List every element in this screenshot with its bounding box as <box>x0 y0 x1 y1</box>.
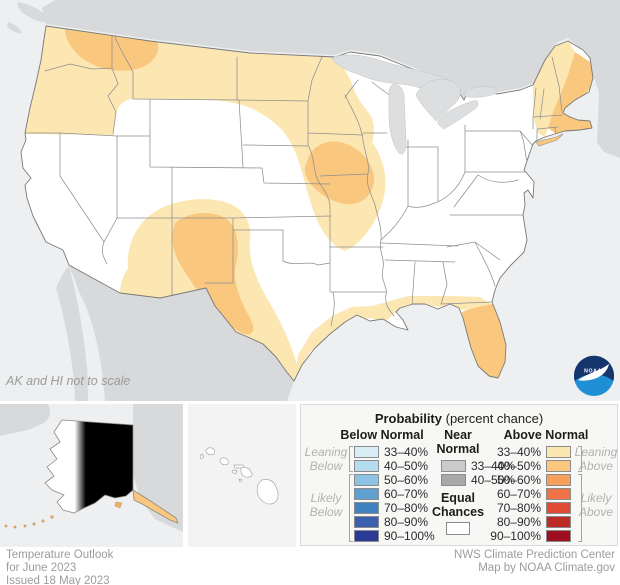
legend-swatch <box>546 474 571 486</box>
legend-swatch <box>546 488 571 500</box>
hawaii-inset <box>188 404 296 547</box>
probability-legend: Probability (percent chance) Below Norma… <box>300 404 618 546</box>
legend-leaning-above-label: Leaning Above <box>574 445 618 473</box>
alaska-mainland <box>44 419 134 514</box>
legend-swatch <box>354 530 379 542</box>
footer-credit-block: NWS Climate Prediction Center Map by NOA… <box>453 549 615 574</box>
legend-swatch <box>354 516 379 528</box>
legend-equal-chances: Equal Chances <box>418 491 498 540</box>
legend-below-rows: 33–40% 40–50% 50–60% 60–70% 70–80% 80–90% 90–1… <box>354 445 435 543</box>
legend-above-rows: 33–40% 40–50% 50–60% 60–70% 70–80% 80–90% 90–1… <box>486 445 571 543</box>
legend-row-label: 70–80% <box>496 501 541 515</box>
legend-row: 40–50% <box>441 473 515 487</box>
bracket-likely-below <box>349 474 353 542</box>
bracket-likely-above <box>578 474 582 542</box>
bracket-leaning-above <box>578 446 582 472</box>
legend-row: 80–90% <box>486 515 571 529</box>
us-outlook-map: NOAA AK and HI not to scale <box>0 0 620 401</box>
legend-header-near: Near Normal <box>436 428 480 456</box>
legend-row: 60–70% <box>354 487 435 501</box>
legend-row: 70–80% <box>354 501 435 515</box>
legend-title: Probability (percent chance) <box>301 411 617 426</box>
us-outline <box>20 25 594 382</box>
legend-row-label: 40–50% <box>496 459 541 473</box>
noaa-logo: NOAA <box>574 355 614 396</box>
legend-swatch <box>441 460 466 472</box>
long-island <box>535 133 564 147</box>
footer-title-block: Temperature Outlook for June 2023 Issued… <box>6 549 114 585</box>
legend-swatch <box>354 460 379 472</box>
legend-likely-below-label: Likely Below <box>309 491 343 519</box>
legend-row-label: 50–60% <box>496 473 541 487</box>
bracket-leaning-below <box>349 446 353 472</box>
legend-row: 70–80% <box>486 501 571 515</box>
legend-row-label: 90–100% <box>490 529 541 543</box>
canada-landmass <box>42 0 620 158</box>
legend-swatch <box>546 460 571 472</box>
conus-map-svg: NOAA <box>0 0 620 401</box>
legend-row: 40–50% <box>354 459 435 473</box>
legend-row-label: 40–50% <box>384 459 429 473</box>
legend-header-above: Above Normal <box>503 428 589 442</box>
legend-row-label: 90–100% <box>384 529 435 543</box>
legend-swatch <box>354 474 379 486</box>
legend-row: 33–40% <box>354 445 435 459</box>
footer: Temperature Outlook for June 2023 Issued… <box>0 547 620 585</box>
legend-row: 50–60% <box>354 473 435 487</box>
legend-title-rest: (percent chance) <box>442 411 544 426</box>
legend-swatch <box>441 474 466 486</box>
legend-near-rows: 33–40% 40–50% <box>441 459 515 487</box>
equal-chances-swatch <box>446 522 470 535</box>
ak-hi-scale-note: AK and HI not to scale <box>6 374 131 388</box>
legend-row: 80–90% <box>354 515 435 529</box>
legend-swatch <box>546 516 571 528</box>
legend-row-label: 80–90% <box>496 515 541 529</box>
legend-row-label: 60–70% <box>496 487 541 501</box>
great-lakes <box>331 54 497 155</box>
legend-row-label: 33–40% <box>384 445 429 459</box>
legend-leaning-below-label: Leaning Below <box>304 445 348 473</box>
legend-row-label: 40–50% <box>471 473 516 487</box>
legend-row: 33–40% <box>441 459 515 473</box>
legend-row: 50–60% <box>486 473 571 487</box>
legend-row: 90–100% <box>354 529 435 543</box>
legend-row: 33–40% <box>486 445 571 459</box>
legend-header-below: Below Normal <box>340 428 424 442</box>
legend-row-label: 80–90% <box>384 515 429 529</box>
legend-row-label: 70–80% <box>384 501 429 515</box>
legend-row-label: 50–60% <box>384 473 429 487</box>
legend-row: 60–70% <box>486 487 571 501</box>
legend-swatch <box>546 530 571 542</box>
legend-row-label: 60–70% <box>384 487 429 501</box>
legend-likely-above-label: Likely Above <box>578 491 614 519</box>
mexico-landmass <box>69 265 294 401</box>
legend-row-label: 33–40% <box>471 459 516 473</box>
legend-swatch <box>354 446 379 458</box>
legend-swatch <box>354 488 379 500</box>
legend-swatch <box>546 446 571 458</box>
equal-chances-label: Equal Chances <box>431 491 485 519</box>
hawaiian-islands <box>199 447 279 505</box>
legend-swatch <box>546 502 571 514</box>
alaska-inset <box>0 404 183 547</box>
legend-row-label: 33–40% <box>496 445 541 459</box>
noaa-logo-text: NOAA <box>584 369 602 375</box>
hawaii-inset-svg <box>188 404 296 547</box>
legend-title-bold: Probability <box>374 411 442 426</box>
aleutian-islands <box>4 501 123 529</box>
legend-row: 90–100% <box>486 529 571 543</box>
legend-row: 40–50% <box>486 459 571 473</box>
legend-swatch <box>354 502 379 514</box>
baja-peninsula <box>56 266 88 401</box>
state-borders <box>24 27 563 327</box>
vancouver-island <box>7 2 50 34</box>
alaska-panhandle <box>132 489 179 524</box>
chukotka-land <box>0 404 50 436</box>
alaska-inset-svg <box>0 404 183 547</box>
